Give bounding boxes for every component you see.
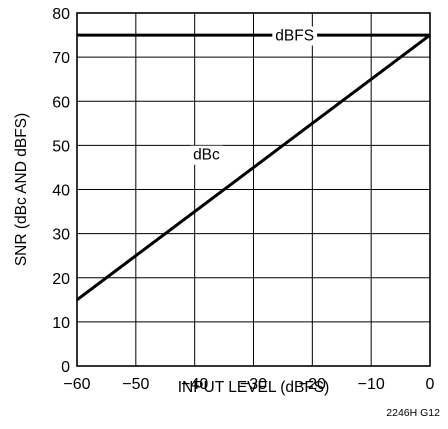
y-tick-label: 10	[52, 315, 70, 332]
y-tick-label: 40	[52, 183, 70, 200]
series-label-dbfs: dBFS	[275, 28, 314, 45]
y-tick-label: 20	[52, 271, 70, 288]
figure-code: 2246H G12	[386, 407, 440, 419]
series-label-dbc: dBc	[193, 147, 220, 164]
y-tick-label: 30	[52, 227, 70, 244]
series-lines	[76, 33, 431, 302]
x-tick-label: −50	[122, 376, 149, 393]
y-tick-label: 70	[52, 50, 70, 67]
y-axis-title: SNR (dBc AND dBFS)	[13, 113, 30, 266]
x-tick-label: −10	[358, 376, 385, 393]
x-tick-label: −20	[299, 376, 326, 393]
x-tick-labels: −60 −50 −40 −30 −20 −10 0	[63, 376, 434, 393]
series-labels: dBFS dBc	[190, 26, 318, 165]
x-tick-label: −30	[240, 376, 267, 393]
y-tick-label: 50	[52, 138, 70, 155]
y-tick-label: 60	[52, 94, 70, 111]
series-line-dbc	[76, 33, 431, 302]
y-tick-labels: 0 10 20 30 40 50 60 70 80	[52, 6, 70, 376]
x-tick-label: 0	[426, 376, 435, 393]
x-tick-label: −40	[181, 376, 208, 393]
series-label-group-dbfs: dBFS	[272, 26, 318, 46]
series-label-background	[190, 145, 224, 165]
series-label-background	[272, 26, 318, 46]
grid-lines	[76, 12, 431, 367]
plot-frame	[76, 12, 431, 367]
x-tick-label: −60	[63, 376, 90, 393]
series-label-group-dbc: dBc	[190, 145, 224, 165]
y-tick-label: 80	[52, 6, 70, 23]
y-tick-label: 0	[61, 359, 70, 376]
x-axis-title: INPUT LEVEL (dBFS)	[178, 379, 330, 396]
